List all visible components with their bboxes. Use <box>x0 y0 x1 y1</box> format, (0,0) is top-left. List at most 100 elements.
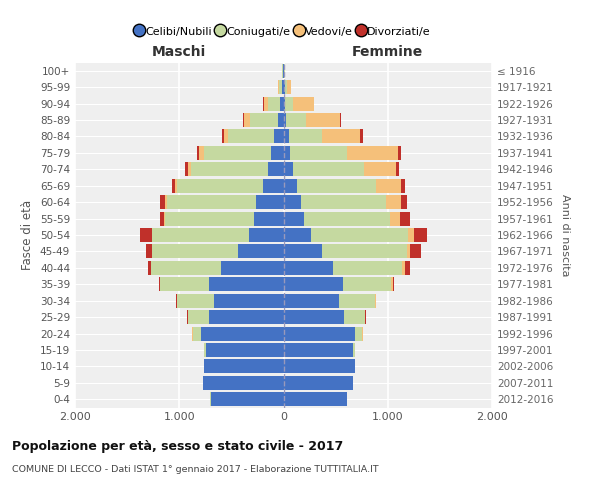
Bar <box>282 80 284 94</box>
Bar <box>209 310 284 324</box>
Bar <box>400 212 410 226</box>
Y-axis label: Anni di nascita: Anni di nascita <box>560 194 570 276</box>
Legend: Celibi/Nubili, Coniugati/e, Vedovi/e, Divorziati/e: Celibi/Nubili, Coniugati/e, Vedovi/e, Di… <box>132 22 435 41</box>
Bar <box>268 162 284 176</box>
Bar <box>214 294 284 308</box>
Text: COMUNE DI LECCO - Dati ISTAT 1° gennaio 2017 - Elaborazione TUTTITALIA.IT: COMUNE DI LECCO - Dati ISTAT 1° gennaio … <box>12 465 379 474</box>
Bar <box>397 162 400 176</box>
Bar <box>304 212 390 226</box>
Bar <box>375 294 376 308</box>
Bar <box>271 146 284 160</box>
Bar <box>392 278 394 291</box>
Bar <box>223 130 224 143</box>
Bar <box>289 130 322 143</box>
Bar <box>284 195 301 209</box>
Bar <box>191 162 268 176</box>
Bar <box>152 244 238 258</box>
Bar <box>211 392 284 406</box>
Bar <box>391 278 392 291</box>
Bar <box>343 278 391 291</box>
Bar <box>256 195 284 209</box>
Bar <box>152 228 249 242</box>
Bar <box>398 146 401 160</box>
Bar <box>293 162 364 176</box>
Text: Femmine: Femmine <box>352 45 424 59</box>
Bar <box>148 261 151 275</box>
Bar <box>254 212 284 226</box>
Bar <box>344 310 365 324</box>
Bar <box>339 294 375 308</box>
Bar <box>286 113 306 127</box>
Bar <box>228 130 274 143</box>
Bar <box>249 228 284 242</box>
Bar <box>204 360 284 374</box>
Bar <box>284 278 343 291</box>
Bar <box>244 113 250 127</box>
Bar <box>278 113 284 127</box>
Bar <box>284 343 353 357</box>
Bar <box>221 261 284 275</box>
Bar <box>284 162 293 176</box>
Bar <box>203 376 284 390</box>
Bar <box>413 228 427 242</box>
Bar <box>177 294 214 308</box>
Bar <box>160 195 166 209</box>
Bar <box>146 244 152 258</box>
Bar <box>322 130 361 143</box>
Bar <box>177 178 263 192</box>
Bar <box>296 178 376 192</box>
Bar <box>167 195 256 209</box>
Bar <box>284 96 286 110</box>
Bar <box>311 228 407 242</box>
Bar <box>376 178 401 192</box>
Bar <box>407 244 410 258</box>
Bar <box>322 244 407 258</box>
Bar <box>201 326 284 340</box>
Bar <box>280 96 284 110</box>
Bar <box>364 162 397 176</box>
Bar <box>286 96 293 110</box>
Bar <box>176 294 177 308</box>
Bar <box>284 261 333 275</box>
Bar <box>250 113 278 127</box>
Bar <box>284 228 311 242</box>
Bar <box>355 326 362 340</box>
Bar <box>238 244 284 258</box>
Bar <box>224 130 228 143</box>
Bar <box>284 310 344 324</box>
Bar <box>268 96 280 110</box>
Bar <box>160 212 164 226</box>
Bar <box>403 261 405 275</box>
Bar <box>333 261 403 275</box>
Bar <box>410 244 421 258</box>
Bar <box>284 80 287 94</box>
Bar <box>401 195 407 209</box>
Bar <box>278 80 280 94</box>
Bar <box>159 278 160 291</box>
Bar <box>284 146 290 160</box>
Bar <box>301 195 386 209</box>
Bar <box>263 178 284 192</box>
Bar <box>390 212 400 226</box>
Bar <box>151 261 221 275</box>
Bar <box>347 146 398 160</box>
Bar <box>197 146 199 160</box>
Bar <box>284 113 286 127</box>
Bar <box>386 195 401 209</box>
Bar <box>284 294 339 308</box>
Bar <box>284 376 353 390</box>
Y-axis label: Fasce di età: Fasce di età <box>22 200 34 270</box>
Bar <box>353 343 355 357</box>
Bar <box>188 162 191 176</box>
Bar <box>204 146 271 160</box>
Bar <box>206 343 284 357</box>
Bar <box>160 278 209 291</box>
Text: Popolazione per età, sesso e stato civile - 2017: Popolazione per età, sesso e stato civil… <box>12 440 343 453</box>
Bar <box>280 80 282 94</box>
Bar <box>140 228 152 242</box>
Bar <box>284 360 355 374</box>
Bar <box>209 278 284 291</box>
Bar <box>284 212 304 226</box>
Bar <box>166 195 167 209</box>
Bar <box>175 178 177 192</box>
